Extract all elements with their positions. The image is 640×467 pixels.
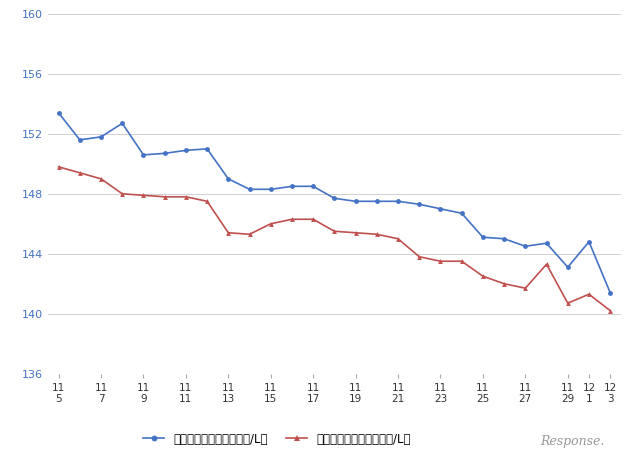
- レギュラー実売価格（円/L）: [225, 230, 232, 235]
- レギュラー実売価格（円/L）: [267, 221, 275, 226]
- レギュラー実売価格（円/L）: [97, 176, 105, 182]
- レギュラー看板価格（円/L）: [225, 176, 232, 182]
- レギュラー看板価格（円/L）: [394, 198, 402, 204]
- レギュラー実売価格（円/L）: [458, 258, 465, 264]
- レギュラー実売価格（円/L）: [500, 281, 508, 286]
- レギュラー看板価格（円/L）: [479, 234, 487, 240]
- レギュラー実売価格（円/L）: [330, 228, 338, 234]
- レギュラー実売価格（円/L）: [309, 217, 317, 222]
- レギュラー看板価格（円/L）: [352, 198, 360, 204]
- レギュラー看板価格（円/L）: [415, 201, 423, 207]
- レギュラー実売価格（円/L）: [522, 285, 529, 291]
- レギュラー看板価格（円/L）: [182, 148, 189, 153]
- Text: Response.: Response.: [541, 435, 605, 448]
- レギュラー看板価格（円/L）: [288, 184, 296, 189]
- レギュラー実売価格（円/L）: [246, 232, 253, 237]
- レギュラー実売価格（円/L）: [118, 191, 126, 197]
- レギュラー看板価格（円/L）: [267, 186, 275, 192]
- レギュラー看板価格（円/L）: [585, 239, 593, 245]
- レギュラー実売価格（円/L）: [55, 164, 63, 170]
- レギュラー看板価格（円/L）: [606, 290, 614, 296]
- レギュラー実売価格（円/L）: [288, 217, 296, 222]
- レギュラー実売価格（円/L）: [606, 308, 614, 313]
- レギュラー実売価格（円/L）: [182, 194, 189, 199]
- Legend: レギュラー看板価格（円/L）, レギュラー実売価格（円/L）: レギュラー看板価格（円/L）, レギュラー実売価格（円/L）: [138, 428, 416, 450]
- レギュラー看板価格（円/L）: [55, 110, 63, 116]
- レギュラー実売価格（円/L）: [140, 192, 147, 198]
- レギュラー実売価格（円/L）: [373, 232, 381, 237]
- レギュラー看板価格（円/L）: [97, 134, 105, 140]
- レギュラー実売価格（円/L）: [76, 170, 84, 176]
- レギュラー看板価格（円/L）: [564, 264, 572, 270]
- レギュラー看板価格（円/L）: [118, 120, 126, 126]
- レギュラー看板価格（円/L）: [309, 184, 317, 189]
- レギュラー看板価格（円/L）: [500, 236, 508, 241]
- レギュラー実売価格（円/L）: [415, 254, 423, 260]
- レギュラー看板価格（円/L）: [522, 243, 529, 249]
- レギュラー実売価格（円/L）: [479, 273, 487, 279]
- レギュラー看板価格（円/L）: [373, 198, 381, 204]
- レギュラー実売価格（円/L）: [585, 291, 593, 297]
- レギュラー看板価格（円/L）: [140, 152, 147, 158]
- レギュラー実売価格（円/L）: [161, 194, 168, 199]
- レギュラー看板価格（円/L）: [330, 196, 338, 201]
- レギュラー看板価格（円/L）: [204, 146, 211, 152]
- レギュラー実売価格（円/L）: [204, 198, 211, 204]
- レギュラー看板価格（円/L）: [543, 241, 550, 246]
- Line: レギュラー実売価格（円/L）: レギュラー実売価格（円/L）: [56, 164, 612, 313]
- レギュラー看板価格（円/L）: [458, 211, 465, 216]
- レギュラー実売価格（円/L）: [352, 230, 360, 235]
- レギュラー看板価格（円/L）: [436, 206, 444, 212]
- レギュラー実売価格（円/L）: [564, 300, 572, 306]
- レギュラー実売価格（円/L）: [543, 262, 550, 267]
- レギュラー実売価格（円/L）: [394, 236, 402, 241]
- レギュラー看板価格（円/L）: [76, 137, 84, 142]
- レギュラー看板価格（円/L）: [246, 186, 253, 192]
- レギュラー看板価格（円/L）: [161, 150, 168, 156]
- レギュラー実売価格（円/L）: [436, 258, 444, 264]
- Line: レギュラー看板価格（円/L）: レギュラー看板価格（円/L）: [56, 111, 612, 295]
